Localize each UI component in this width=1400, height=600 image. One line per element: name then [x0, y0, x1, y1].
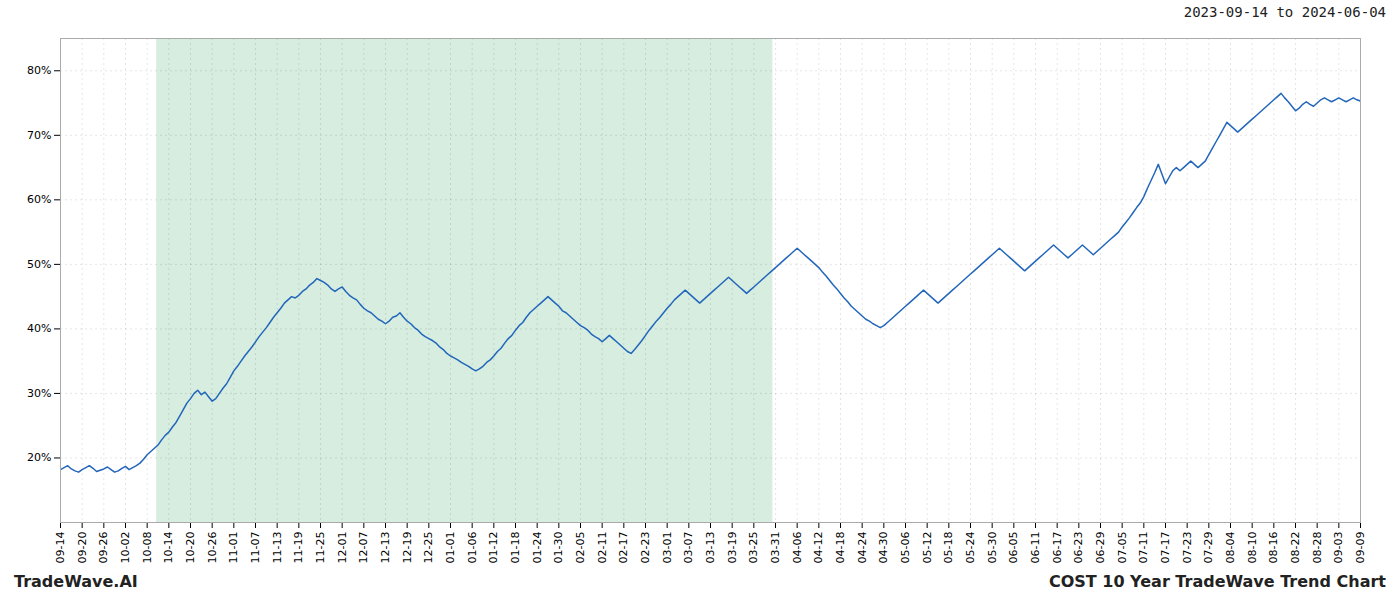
- svg-text:10-20: 10-20: [184, 532, 197, 564]
- svg-text:08-10: 08-10: [1246, 532, 1259, 564]
- svg-text:03-13: 03-13: [704, 532, 717, 564]
- svg-text:05-12: 05-12: [921, 532, 934, 564]
- svg-text:01-06: 01-06: [466, 532, 479, 564]
- svg-text:01-12: 01-12: [487, 532, 500, 564]
- svg-text:01-18: 01-18: [509, 532, 522, 564]
- svg-text:08-22: 08-22: [1289, 532, 1302, 564]
- svg-text:11-19: 11-19: [292, 532, 305, 564]
- svg-text:09-20: 09-20: [76, 532, 89, 564]
- svg-text:06-11: 06-11: [1029, 532, 1042, 564]
- svg-text:01-30: 01-30: [552, 532, 565, 564]
- svg-text:40%: 40%: [27, 322, 51, 335]
- svg-text:04-12: 04-12: [812, 532, 825, 564]
- svg-text:06-05: 06-05: [1007, 532, 1020, 564]
- svg-text:07-11: 07-11: [1137, 532, 1150, 564]
- svg-text:80%: 80%: [27, 64, 51, 77]
- svg-text:07-23: 07-23: [1181, 532, 1194, 564]
- svg-text:08-28: 08-28: [1311, 532, 1324, 564]
- svg-text:05-06: 05-06: [899, 532, 912, 564]
- svg-text:01-24: 01-24: [531, 532, 544, 564]
- svg-text:12-13: 12-13: [379, 532, 392, 564]
- svg-text:12-01: 12-01: [336, 532, 349, 564]
- svg-text:04-06: 04-06: [791, 532, 804, 564]
- svg-text:50%: 50%: [27, 258, 51, 271]
- svg-text:09-26: 09-26: [97, 532, 110, 564]
- svg-text:12-19: 12-19: [401, 532, 414, 564]
- svg-text:11-25: 11-25: [314, 532, 327, 564]
- svg-text:09-14: 09-14: [54, 532, 67, 564]
- svg-text:11-13: 11-13: [271, 532, 284, 564]
- svg-text:04-18: 04-18: [834, 532, 847, 564]
- svg-text:10-14: 10-14: [162, 532, 175, 564]
- svg-text:30%: 30%: [27, 387, 51, 400]
- svg-text:03-31: 03-31: [769, 532, 782, 564]
- svg-text:05-30: 05-30: [986, 532, 999, 564]
- svg-text:06-17: 06-17: [1051, 532, 1064, 564]
- html-text:2023-09-14 to 2024-06-04: 2023-09-14 to 2024-06-04: [1183, 4, 1386, 20]
- svg-text:12-25: 12-25: [422, 532, 435, 564]
- svg-text:03-19: 03-19: [726, 532, 739, 564]
- svg-text:08-16: 08-16: [1267, 532, 1280, 564]
- svg-text:02-17: 02-17: [617, 532, 630, 564]
- svg-text:12-07: 12-07: [357, 532, 370, 564]
- svg-text:06-29: 06-29: [1094, 532, 1107, 564]
- svg-text:10-26: 10-26: [206, 532, 219, 564]
- svg-text:07-29: 07-29: [1202, 532, 1215, 564]
- svg-text:03-07: 03-07: [682, 532, 695, 564]
- svg-text:09-09: 09-09: [1354, 532, 1367, 564]
- svg-text:09-03: 09-03: [1332, 532, 1345, 564]
- svg-text:70%: 70%: [27, 129, 51, 142]
- svg-text:10-02: 10-02: [119, 532, 132, 564]
- svg-text:60%: 60%: [27, 193, 51, 206]
- svg-text:04-24: 04-24: [856, 532, 869, 564]
- svg-text:06-23: 06-23: [1072, 532, 1085, 564]
- html-text:TradeWave.AI: TradeWave.AI: [14, 572, 138, 591]
- html-text:COST 10 Year TradeWave Trend C: COST 10 Year TradeWave Trend Chart: [1048, 572, 1386, 591]
- svg-text:03-25: 03-25: [747, 532, 760, 564]
- svg-text:03-01: 03-01: [661, 532, 674, 564]
- svg-text:07-17: 07-17: [1159, 532, 1172, 564]
- svg-text:08-04: 08-04: [1224, 532, 1237, 564]
- svg-text:04-30: 04-30: [877, 532, 890, 564]
- svg-text:05-24: 05-24: [964, 532, 977, 564]
- svg-text:07-05: 07-05: [1116, 532, 1129, 564]
- svg-text:05-18: 05-18: [942, 532, 955, 564]
- svg-text:02-11: 02-11: [596, 532, 609, 564]
- svg-text:01-01: 01-01: [444, 532, 457, 564]
- svg-text:20%: 20%: [27, 451, 51, 464]
- svg-text:10-08: 10-08: [141, 532, 154, 564]
- svg-text:11-07: 11-07: [249, 532, 262, 564]
- svg-text:11-01: 11-01: [227, 532, 240, 564]
- svg-text:02-23: 02-23: [639, 532, 652, 564]
- svg-text:02-05: 02-05: [574, 532, 587, 564]
